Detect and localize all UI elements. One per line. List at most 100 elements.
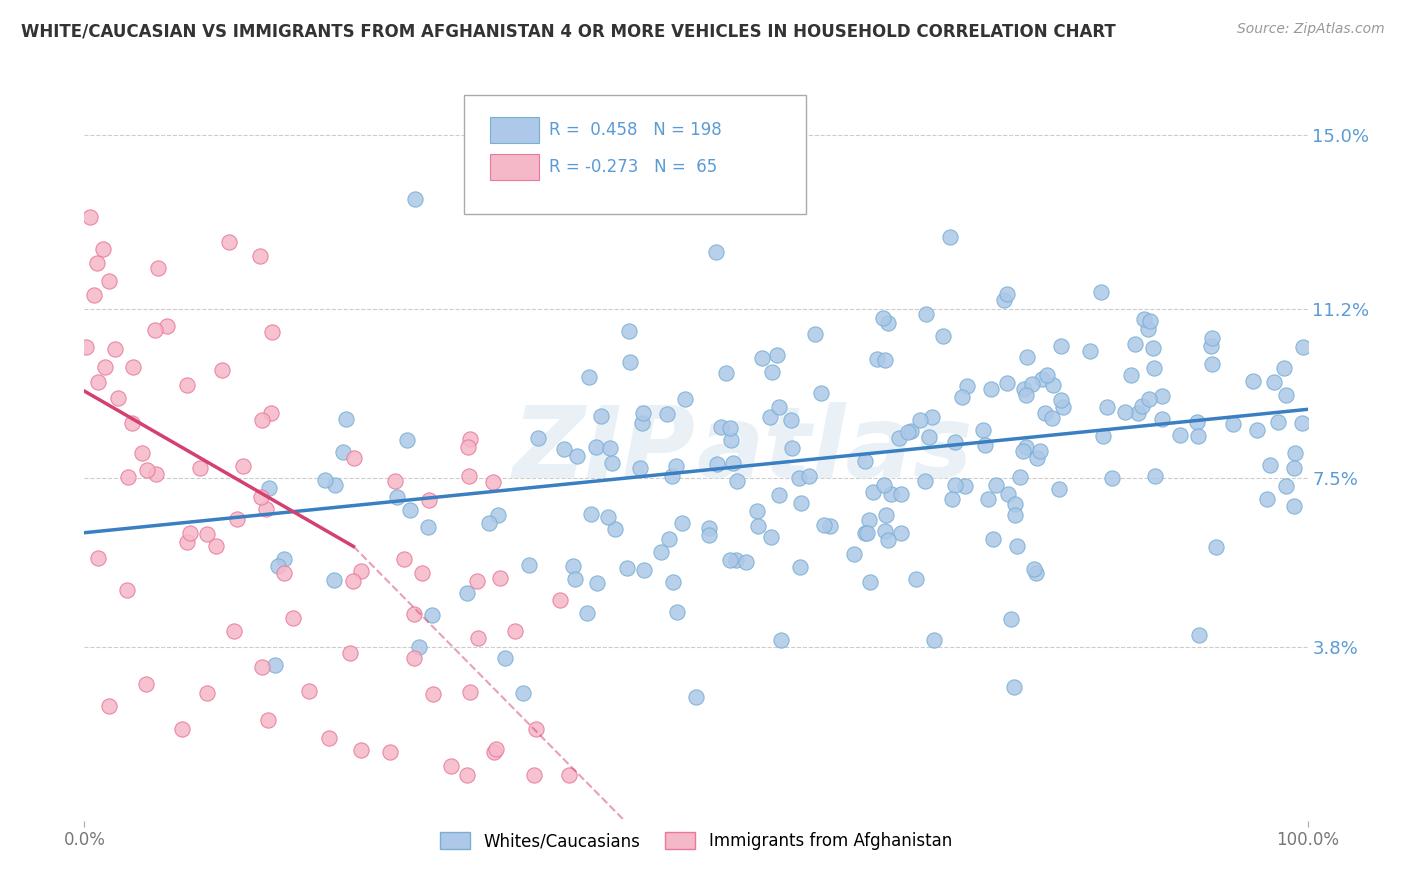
Point — [599, 442, 621, 456]
Point — [250, 413, 273, 427]
Point — [380, 745, 402, 759]
Point — [323, 573, 346, 587]
Point — [889, 431, 911, 445]
Point — [350, 564, 373, 578]
Point — [972, 423, 994, 437]
Point — [890, 526, 912, 541]
Point — [1025, 450, 1047, 465]
Text: R = -0.273   N =  65: R = -0.273 N = 65 — [550, 158, 717, 176]
Point — [384, 475, 406, 489]
Text: R =  0.458   N = 198: R = 0.458 N = 198 — [550, 121, 721, 139]
Point — [1031, 372, 1053, 386]
Point — [858, 513, 880, 527]
Point — [135, 463, 157, 477]
Point — [86, 256, 108, 270]
Point — [1292, 340, 1315, 354]
Point — [586, 575, 609, 590]
Point — [735, 555, 758, 569]
Point — [273, 551, 295, 566]
Point — [589, 409, 612, 423]
Point — [1137, 392, 1160, 406]
Point — [1274, 361, 1296, 376]
Point — [725, 475, 748, 489]
Point — [941, 491, 963, 506]
Point — [633, 563, 655, 577]
Point — [121, 416, 143, 430]
Point — [803, 326, 825, 341]
Point — [458, 469, 481, 483]
Point — [1170, 428, 1192, 442]
Point — [1004, 508, 1026, 522]
Point — [97, 274, 120, 288]
Point — [494, 650, 516, 665]
Point — [1114, 405, 1136, 419]
Point — [1011, 444, 1033, 458]
Point — [980, 382, 1002, 396]
Point — [900, 424, 922, 438]
Point — [661, 468, 683, 483]
Point — [83, 288, 105, 302]
Point — [314, 473, 336, 487]
Point — [995, 287, 1018, 301]
Point — [1002, 680, 1025, 694]
Point — [350, 743, 373, 757]
Point — [135, 676, 157, 690]
Bar — [491, 118, 540, 144]
Point — [1222, 417, 1244, 431]
Point — [922, 633, 945, 648]
Point — [943, 435, 966, 450]
Point — [993, 293, 1015, 307]
Point — [1284, 460, 1306, 475]
Point — [866, 351, 889, 366]
Point — [418, 493, 440, 508]
Point — [1199, 339, 1222, 353]
Point — [260, 325, 283, 339]
Point — [456, 768, 478, 782]
Point — [332, 445, 354, 459]
Point — [1078, 344, 1101, 359]
Point — [1246, 423, 1268, 437]
Point — [562, 559, 585, 574]
Point — [408, 640, 430, 654]
Point — [254, 502, 277, 516]
Point — [810, 386, 832, 401]
Point — [718, 553, 741, 567]
Point — [1024, 562, 1046, 576]
Point — [780, 441, 803, 455]
Text: atlas: atlas — [696, 402, 973, 499]
Point — [720, 433, 742, 447]
Point — [658, 532, 681, 546]
Point — [872, 310, 894, 325]
Point — [122, 359, 145, 374]
Point — [1015, 440, 1038, 454]
Point — [420, 607, 443, 622]
Point — [1004, 497, 1026, 511]
Point — [1000, 612, 1022, 626]
Point — [224, 624, 246, 638]
Point — [145, 467, 167, 481]
Point — [706, 457, 728, 471]
Point — [758, 409, 780, 424]
Point — [392, 552, 415, 566]
Point — [818, 519, 841, 533]
Point — [440, 759, 463, 773]
Point — [143, 323, 166, 337]
Point — [1263, 375, 1285, 389]
Point — [1021, 377, 1043, 392]
Point — [107, 391, 129, 405]
Point — [875, 508, 897, 522]
Point — [813, 518, 835, 533]
Point — [579, 507, 602, 521]
Point — [709, 419, 731, 434]
Point — [1136, 322, 1159, 336]
Text: ZIP: ZIP — [513, 402, 696, 499]
Point — [877, 533, 900, 547]
Point — [915, 307, 938, 321]
Point — [1275, 388, 1298, 402]
Point — [527, 431, 550, 445]
Point — [768, 488, 790, 502]
Point — [619, 355, 641, 369]
Point — [1095, 400, 1118, 414]
Point — [995, 376, 1018, 390]
Point — [761, 365, 783, 379]
